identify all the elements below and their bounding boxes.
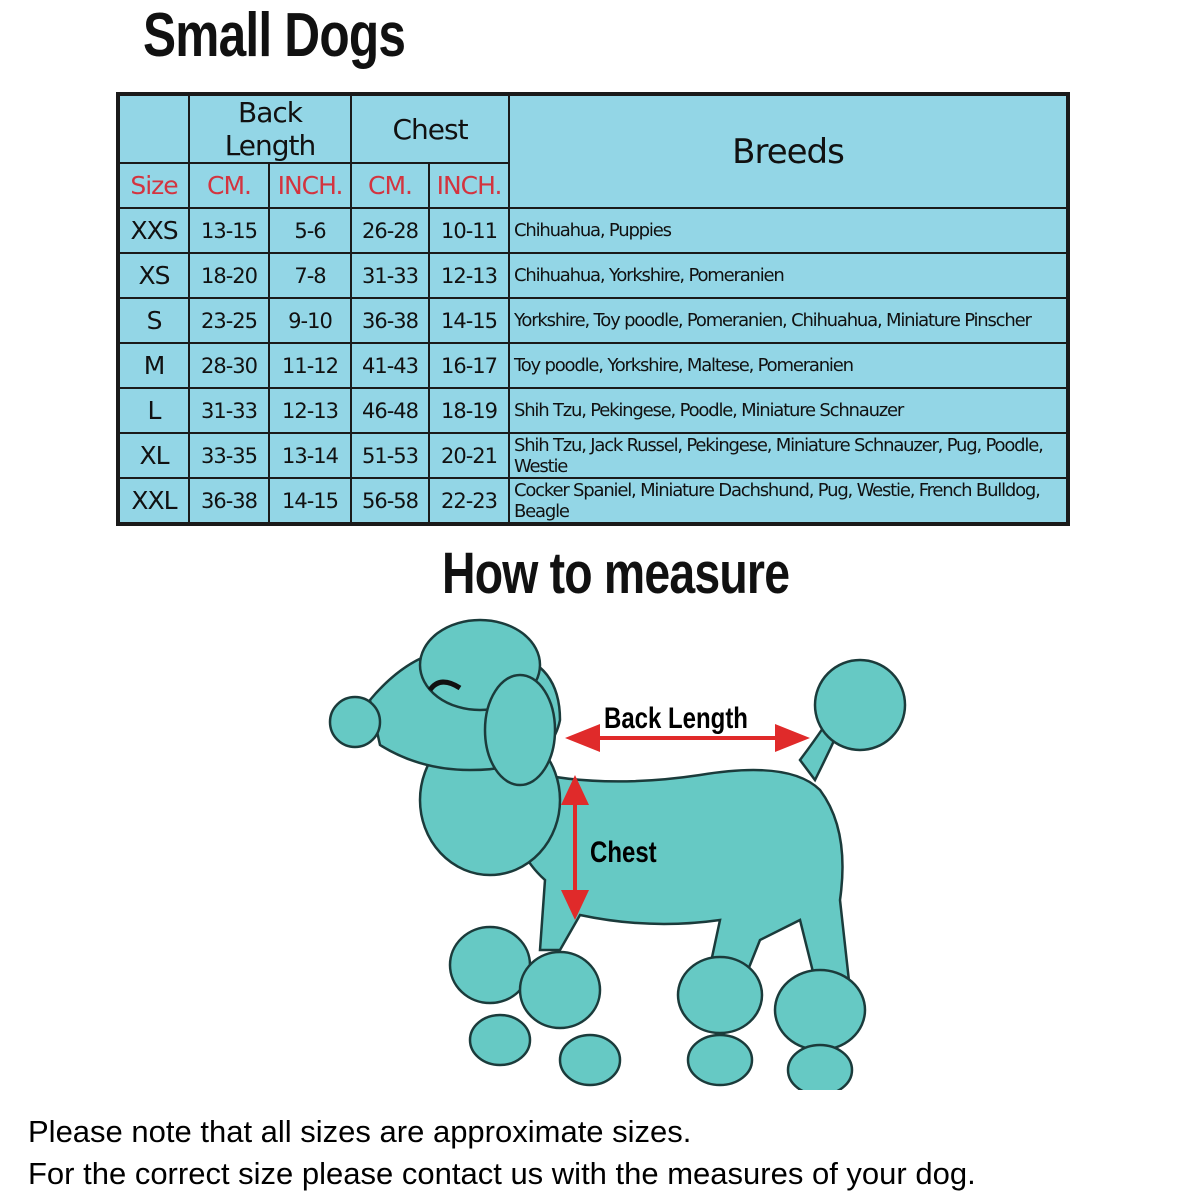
ch-inch-header: INCH. (428, 162, 510, 209)
poodle-illustration: Back Length Chest (328, 618, 907, 1090)
table-row: S 23-25 9-10 36-38 14-15 Yorkshire, Toy poodl… (117, 297, 1069, 344)
chest-inch-cell: 18-19 (428, 387, 510, 434)
paw (786, 1043, 854, 1090)
chest-cm-cell: 31-33 (350, 252, 430, 299)
breeds-cell: Toy poodle, Yorkshire, Maltese, Pomerani… (508, 342, 1069, 389)
back-length-cm-cell: 33-35 (188, 432, 270, 479)
leg-cuff (518, 950, 602, 1030)
back-length-cm-cell: 13-15 (188, 207, 270, 254)
chest-cm-cell: 36-38 (350, 297, 430, 344)
chest-inch-cell: 16-17 (428, 342, 510, 389)
sub-header-row: Size CM. INCH. CM. INCH. (117, 162, 1068, 209)
chest-cm-cell: 41-43 (350, 342, 430, 389)
size-cell: XXL (117, 477, 190, 525)
size-cell: XXS (117, 207, 190, 254)
back-length-inch-cell: 7-8 (268, 252, 352, 299)
size-header: Size (117, 162, 190, 209)
paw (686, 1033, 754, 1087)
table-row: XXS 13-15 5-6 26-28 10-11 Chihuahua, Puppies (117, 207, 1069, 254)
dog-ear (483, 673, 557, 787)
back-length-cm-cell: 18-20 (188, 252, 270, 299)
chest-cm-cell: 26-28 (350, 207, 430, 254)
size-cell: XL (117, 432, 190, 479)
tail-pompom (813, 658, 907, 752)
table-row: L 31-33 12-13 46-48 18-19 Shih Tzu, Pekingese… (117, 387, 1069, 434)
note-line-1: Please note that all sizes are approxima… (28, 1114, 692, 1149)
chest-inch-cell: 22-23 (428, 477, 510, 525)
back-length-inch-cell: 11-12 (268, 342, 352, 389)
page-title: Small Dogs (143, 1, 406, 70)
back-length-cm-cell: 23-25 (188, 297, 270, 344)
bl-cm-header: CM. (188, 162, 270, 209)
breeds-cell: Shih Tzu, Jack Russel, Pekingese, Miniat… (508, 432, 1069, 479)
breeds-cell: Chihuahua, Puppies (508, 207, 1069, 254)
chest-inch-cell: 10-11 (428, 207, 510, 254)
breeds-cell: Chihuahua, Yorkshire, Pomeranien (508, 252, 1069, 299)
chest-inch-cell: 20-21 (428, 432, 510, 479)
table-row: XXL 36-38 14-15 56-58 22-23 Cocker Spaniel, M… (117, 477, 1069, 525)
empty-cell (117, 93, 190, 164)
chest-cm-cell: 46-48 (350, 387, 430, 434)
back-length-cm-cell: 28-30 (188, 342, 270, 389)
size-table: Back Length Chest Breeds Size CM. INCH. … (116, 92, 1070, 526)
size-cell: M (117, 342, 190, 389)
back-length-header: Back Length (188, 93, 352, 164)
back-length-inch-cell: 14-15 (268, 477, 352, 525)
leg-cuff (448, 925, 532, 1005)
size-cell: L (117, 387, 190, 434)
note-line-2: For the correct size please contact us w… (28, 1156, 976, 1191)
leg-cuff (773, 968, 867, 1052)
back-length-inch-cell: 9-10 (268, 297, 352, 344)
chest-header: Chest (350, 93, 510, 164)
breeds-cell: Yorkshire, Toy poodle, Pomeranien, Chihu… (508, 297, 1069, 344)
back-length-inch-cell: 12-13 (268, 387, 352, 434)
table-row: M 28-30 11-12 41-43 16-17 Toy poodle, Yorkshi… (117, 342, 1069, 389)
ch-cm-header: CM. (350, 162, 430, 209)
back-length-inch-cell: 5-6 (268, 207, 352, 254)
chest-inch-cell: 12-13 (428, 252, 510, 299)
paw (558, 1033, 622, 1087)
dog-nose (328, 695, 382, 749)
breeds-header: Breeds (508, 93, 1069, 209)
table-row: XL 33-35 13-14 51-53 20-21 Shih Tzu, Jack Rus… (117, 432, 1069, 479)
back-length-cm-cell: 31-33 (188, 387, 270, 434)
size-cell: XS (117, 252, 190, 299)
back-length-label: Back Length (604, 700, 748, 734)
group-header-row: Back Length Chest Breeds (117, 93, 1069, 209)
chest-cm-cell: 51-53 (350, 432, 430, 479)
back-length-cm-cell: 36-38 (188, 477, 270, 525)
size-cell: S (117, 297, 190, 344)
chest-cm-cell: 56-58 (350, 477, 430, 525)
measure-title: How to measure (442, 541, 790, 606)
breeds-cell: Cocker Spaniel, Miniature Dachshund, Pug… (508, 477, 1069, 525)
chest-label: Chest (590, 834, 657, 868)
back-length-inch-cell: 13-14 (268, 432, 352, 479)
bl-inch-header: INCH. (268, 162, 352, 209)
paw (468, 1013, 532, 1067)
leg-cuff (676, 955, 764, 1035)
table-row: XS 18-20 7-8 31-33 12-13 Chihuahua, Yorkshire… (117, 252, 1069, 299)
chest-inch-cell: 14-15 (428, 297, 510, 344)
breeds-cell: Shih Tzu, Pekingese, Poodle, Miniature S… (508, 387, 1069, 434)
